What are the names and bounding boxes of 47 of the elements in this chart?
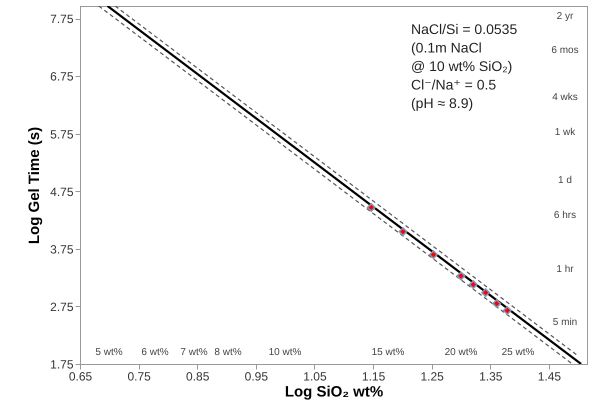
annotation: 4 wks (552, 92, 578, 103)
y-tick-label: 6.75 (50, 70, 74, 84)
annotation: Cl⁻/Na⁺ = 0.5 (411, 76, 496, 92)
point (366, 202, 376, 212)
annotation: 20 wt% (444, 347, 478, 358)
annotation: 6 hrs (554, 210, 576, 221)
point (428, 250, 438, 260)
annotation: 10 wt% (268, 347, 302, 358)
annotation: (0.1m NaCl (411, 40, 482, 56)
annotation: 15 wt% (372, 347, 405, 358)
point (502, 306, 512, 315)
y-tick-label: 4.75 (50, 184, 74, 199)
point (492, 299, 502, 308)
annotation: 1 wk (554, 127, 576, 138)
annotation: 6 wt% (141, 347, 169, 358)
annotation: 1 d (558, 175, 572, 186)
annotation: NaCl/Si = 0.0535 (411, 21, 518, 37)
y-tick-label: 1.75 (50, 358, 74, 372)
x-tick-label: 0.65 (68, 370, 92, 384)
annotation: 7 wt% (180, 347, 208, 358)
annotation: 1 hr (556, 264, 574, 275)
point (398, 227, 408, 236)
x-tick-label: 0.85 (186, 370, 210, 384)
x-axis-title: Log SiO₂ wt% (284, 384, 384, 400)
x-tick-label: 1.15 (362, 370, 386, 384)
y-tick-label: 2.75 (50, 300, 74, 314)
y-axis-title: Log Gel Time (s) (26, 126, 44, 244)
point (456, 271, 466, 280)
x-tick-label: 1.05 (303, 370, 327, 384)
x-tick-label: 1.45 (538, 370, 562, 384)
annotation: 5 min (552, 317, 578, 328)
x-tick-label: 0.95 (244, 370, 268, 384)
x-tick-label: 0.75 (127, 370, 152, 384)
annotation: @ 10 wt% SiO₂) (411, 58, 512, 74)
point (481, 288, 490, 298)
x-tick-label: 1.35 (479, 370, 503, 384)
annotation: 6 mos (551, 45, 579, 56)
annotation: (pH ≈ 8.9) (411, 95, 474, 111)
y-tick-label: 3.75 (50, 242, 74, 256)
annotation: 25 wt% (502, 347, 535, 358)
annotation: 5 wt% (95, 347, 123, 358)
annotation: 2 yr (556, 11, 574, 22)
annotation: 8 wt% (214, 347, 242, 358)
y-tick-label: 7.75 (50, 12, 74, 26)
x-tick-label: 1.25 (420, 370, 444, 384)
point (468, 280, 478, 290)
y-tick-label: 5.75 (50, 127, 74, 142)
